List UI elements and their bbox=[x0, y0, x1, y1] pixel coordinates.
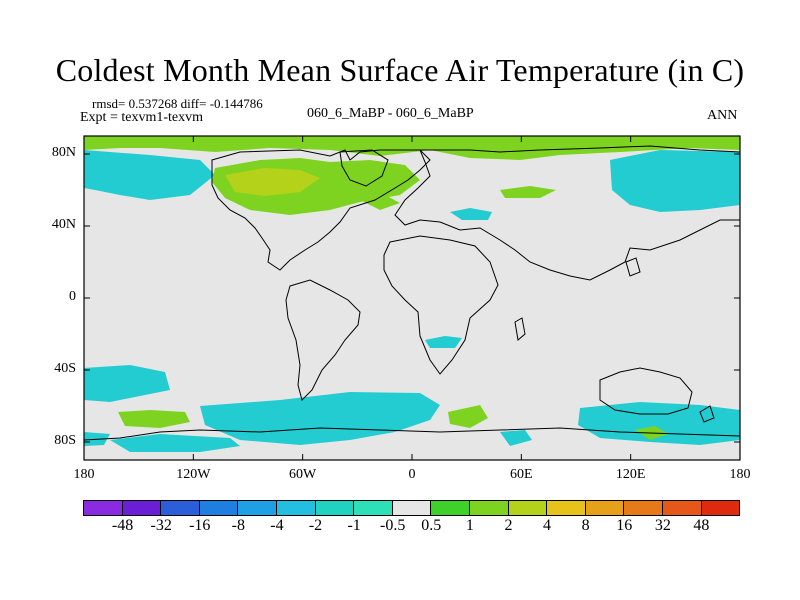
colorbar-label: 32 bbox=[654, 517, 671, 534]
colorbar-label: -8 bbox=[231, 517, 246, 534]
colorbar-swatch bbox=[700, 500, 741, 516]
colorbar-swatch bbox=[353, 500, 393, 516]
warm-anomaly-greenland bbox=[360, 195, 400, 210]
experiment-label: Expt = texvm1-texvm bbox=[80, 110, 203, 125]
y-tick-label: 40N bbox=[51, 217, 76, 232]
colorbar-label: 1 bbox=[465, 517, 474, 534]
x-tick-label: 0 bbox=[408, 467, 416, 482]
colorbar-swatch bbox=[430, 500, 470, 516]
cool-anomaly-north-pacific bbox=[84, 150, 215, 200]
colorbar-swatch bbox=[237, 500, 277, 516]
colorbar-label: -0.5 bbox=[380, 517, 406, 534]
x-tick-label: 120W bbox=[176, 467, 211, 482]
warm-anomaly-siberia-band bbox=[500, 186, 556, 198]
colorbar-label: -4 bbox=[270, 517, 284, 534]
y-tick-label: 0 bbox=[69, 289, 76, 304]
coastline-eurasia bbox=[394, 145, 740, 281]
coastline-greenland bbox=[339, 149, 389, 187]
colorbar-label: -16 bbox=[189, 517, 211, 534]
colorbar-label: 0.5 bbox=[421, 517, 442, 534]
coastline-north-america bbox=[211, 149, 431, 271]
y-tick-label: 80S bbox=[54, 433, 76, 448]
x-tick-label: 60E bbox=[510, 467, 533, 482]
y-tick-label: 40S bbox=[54, 361, 76, 376]
cool-anomaly-north-atlantic bbox=[450, 208, 492, 220]
coastlines bbox=[84, 145, 740, 441]
x-tick-label: 120E bbox=[615, 467, 646, 482]
case-label: 060_6_MaBP - 060_6_MaBP bbox=[307, 106, 474, 121]
coastline-japan bbox=[625, 257, 641, 277]
warm-anomaly-pacific-south bbox=[118, 410, 190, 428]
colorbar-swatch bbox=[160, 500, 200, 516]
warm-anomaly-south-atlantic bbox=[448, 405, 488, 428]
x-tick-label: 180 bbox=[73, 467, 95, 482]
cool-anomaly-siberia bbox=[610, 150, 740, 212]
cool-anomaly-south-atlantic bbox=[500, 430, 532, 446]
colorbar-swatch bbox=[83, 500, 123, 516]
x-tick-label: 60W bbox=[289, 467, 317, 482]
colorbar-label: 48 bbox=[693, 517, 710, 534]
colorbar-swatch bbox=[546, 500, 586, 516]
colorbar-swatch bbox=[314, 500, 355, 516]
colorbar bbox=[83, 500, 741, 516]
colorbar-swatch bbox=[623, 500, 663, 516]
colorbar-label: 4 bbox=[543, 517, 552, 534]
colorbar-label: -48 bbox=[111, 517, 134, 534]
colorbar-swatch bbox=[584, 500, 625, 516]
y-tick-label: 80N bbox=[51, 145, 76, 160]
colorbar-swatch bbox=[661, 500, 702, 516]
colorbar-label: 16 bbox=[616, 517, 633, 534]
plot-title: Coldest Month Mean Surface Air Temperatu… bbox=[55, 52, 745, 88]
coastline-antarctica bbox=[84, 427, 740, 441]
season-label: ANN bbox=[707, 108, 738, 123]
colorbar-swatch bbox=[391, 500, 432, 516]
coastline-madagascar bbox=[514, 317, 526, 341]
coastline-australia bbox=[599, 367, 693, 415]
colorbar-swatch bbox=[198, 500, 239, 516]
colorbar-swatch bbox=[507, 500, 548, 516]
colorbar-label: 8 bbox=[581, 517, 590, 534]
cool-anomaly-indian bbox=[425, 336, 462, 348]
coastline-new-zealand bbox=[699, 405, 715, 423]
coastline-south-america bbox=[285, 279, 361, 401]
colorbar-swatch bbox=[121, 500, 162, 516]
warm-anomaly-canada-core bbox=[225, 168, 320, 196]
colorbar-label: 2 bbox=[504, 517, 513, 534]
colorbar-label: -2 bbox=[308, 517, 323, 534]
x-tick-label: 180 bbox=[729, 467, 751, 482]
colorbar-swatch bbox=[275, 500, 316, 516]
colorbar-swatch bbox=[468, 500, 509, 516]
cool-anomaly-antarctic-coast bbox=[110, 434, 240, 452]
warm-anomaly-arctic bbox=[84, 136, 740, 160]
colorbar-label: -32 bbox=[150, 517, 172, 534]
coastline-africa bbox=[383, 235, 499, 375]
rmsd-diff-label: rmsd= 0.537268 diff= -0.144786 bbox=[92, 96, 263, 111]
colorbar-label: -1 bbox=[347, 517, 361, 534]
cool-anomaly-south-pacific bbox=[84, 365, 170, 402]
